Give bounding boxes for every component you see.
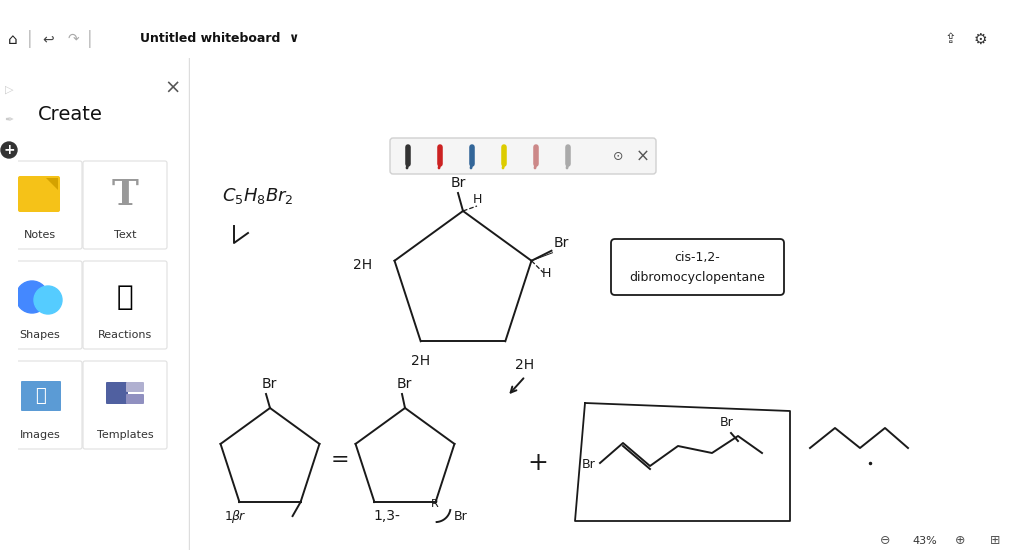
Text: Text: Text: [114, 230, 136, 240]
FancyBboxPatch shape: [126, 382, 144, 392]
Text: $C_5H_8Br_2$: $C_5H_8Br_2$: [222, 186, 294, 206]
Text: ⊞: ⊞: [990, 535, 1000, 547]
FancyBboxPatch shape: [126, 394, 144, 404]
FancyBboxPatch shape: [106, 382, 128, 404]
Circle shape: [34, 286, 62, 314]
Text: ⊖: ⊖: [880, 535, 890, 547]
FancyBboxPatch shape: [83, 261, 167, 349]
Text: ─: ─: [932, 5, 938, 15]
Text: +: +: [3, 143, 14, 157]
Text: 👍: 👍: [117, 283, 133, 311]
FancyBboxPatch shape: [0, 361, 82, 449]
FancyBboxPatch shape: [0, 161, 82, 249]
Text: ❑: ❑: [966, 5, 975, 15]
Text: |: |: [28, 30, 33, 48]
FancyBboxPatch shape: [611, 239, 784, 295]
Text: ×: ×: [165, 79, 181, 97]
Text: T: T: [112, 178, 138, 212]
Text: 1: 1: [225, 510, 232, 523]
Text: 2H: 2H: [515, 358, 535, 372]
Text: 2H: 2H: [352, 258, 372, 272]
Text: 1,3-: 1,3-: [373, 509, 400, 523]
Circle shape: [16, 281, 48, 313]
Text: Br: Br: [582, 458, 596, 471]
Polygon shape: [46, 178, 58, 190]
Text: Microsoft Whiteboard: Microsoft Whiteboard: [8, 5, 127, 15]
Text: 🏔: 🏔: [35, 387, 45, 405]
Text: ▷: ▷: [5, 85, 13, 95]
Text: Images: Images: [19, 430, 60, 440]
Text: $\beta$r: $\beta$r: [231, 508, 247, 525]
Text: Br: Br: [720, 416, 734, 429]
Text: ✒: ✒: [4, 115, 13, 125]
Text: cis-1,2-: cis-1,2-: [675, 250, 720, 263]
Text: Untitled whiteboard  ∨: Untitled whiteboard ∨: [140, 32, 300, 46]
Text: ⊕: ⊕: [954, 535, 966, 547]
Text: dibromocyclopentane: dibromocyclopentane: [630, 271, 765, 283]
Text: ✕: ✕: [1000, 5, 1009, 15]
Text: R: R: [430, 499, 438, 509]
Text: Br: Br: [397, 377, 413, 391]
FancyBboxPatch shape: [18, 176, 60, 212]
Text: ×: ×: [636, 148, 650, 166]
Text: 2H: 2H: [411, 354, 430, 368]
Text: ⇪: ⇪: [944, 32, 955, 46]
Text: Reactions: Reactions: [98, 330, 153, 340]
FancyBboxPatch shape: [390, 138, 656, 174]
Text: Notes: Notes: [24, 230, 56, 240]
Text: H: H: [542, 267, 551, 280]
FancyBboxPatch shape: [22, 381, 61, 411]
Text: Br: Br: [454, 510, 467, 523]
FancyBboxPatch shape: [0, 261, 82, 349]
Text: H: H: [473, 193, 482, 206]
Text: Create: Create: [38, 106, 102, 124]
Text: |: |: [87, 30, 93, 48]
Text: Br: Br: [451, 176, 466, 190]
Text: ⊙: ⊙: [612, 151, 624, 163]
Text: Br: Br: [554, 236, 569, 250]
FancyBboxPatch shape: [83, 161, 167, 249]
Circle shape: [1, 142, 17, 158]
Text: +: +: [527, 451, 549, 475]
Text: ⌂: ⌂: [8, 31, 17, 47]
Text: Br: Br: [262, 377, 278, 391]
FancyBboxPatch shape: [83, 361, 167, 449]
Text: ↩: ↩: [42, 32, 54, 46]
Text: Templates: Templates: [96, 430, 154, 440]
Text: ⚙: ⚙: [973, 31, 987, 47]
Text: =: =: [331, 450, 349, 470]
Text: Shapes: Shapes: [19, 330, 60, 340]
Text: 43%: 43%: [912, 536, 937, 546]
Text: ↷: ↷: [68, 32, 79, 46]
